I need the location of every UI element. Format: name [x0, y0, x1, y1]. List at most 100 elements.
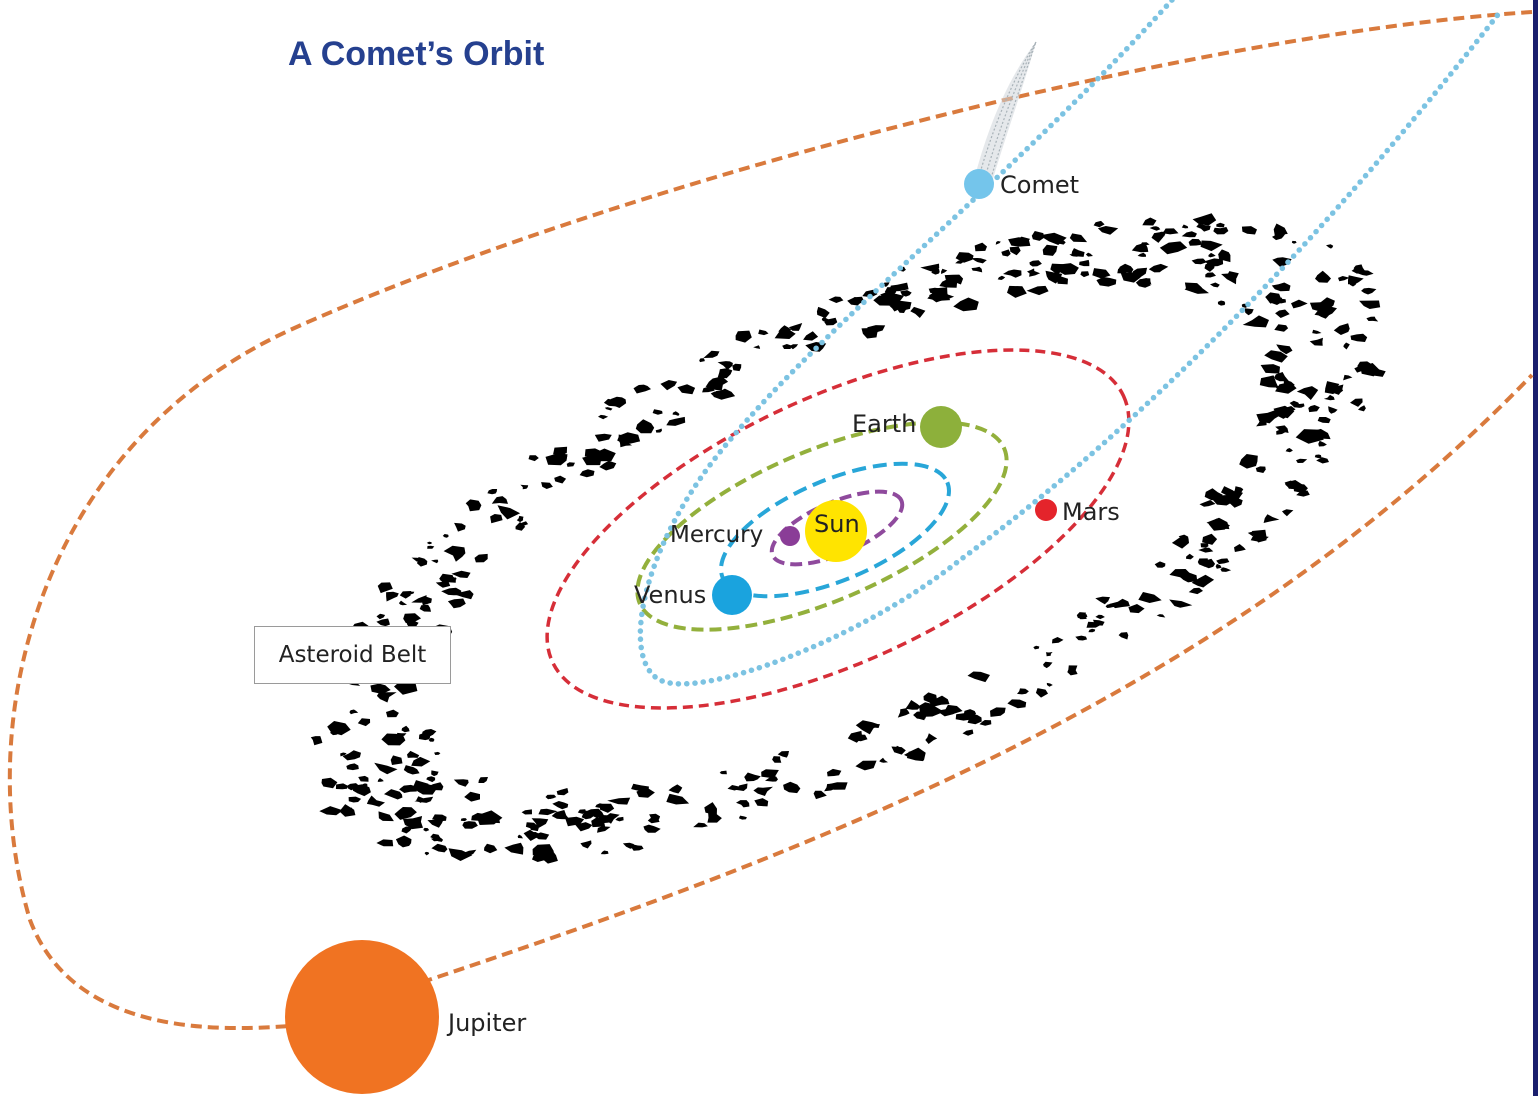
asteroid: [677, 384, 696, 395]
asteroid: [618, 434, 631, 446]
asteroid: [594, 448, 616, 462]
asteroid: [464, 791, 480, 802]
asteroid: [1326, 244, 1334, 249]
asteroid: [1359, 300, 1381, 309]
asteroid: [460, 818, 467, 822]
asteroid: [441, 587, 462, 596]
asteroid-belt: [310, 213, 1386, 864]
asteroid: [1092, 268, 1111, 279]
asteroid: [579, 469, 595, 478]
asteroid: [1284, 480, 1303, 492]
asteroid: [487, 489, 498, 495]
asteroid: [655, 428, 662, 433]
asteroid: [538, 850, 558, 864]
asteroid: [386, 591, 399, 602]
asteroid: [1202, 533, 1218, 545]
asteroid: [395, 835, 412, 848]
asteroid: [340, 752, 347, 757]
asteroid: [1208, 518, 1230, 531]
asteroid: [879, 757, 888, 763]
asteroid: [1216, 222, 1225, 228]
asteroid: [955, 252, 974, 263]
asteroid: [962, 729, 974, 736]
asteroid: [374, 762, 398, 775]
asteroid: [390, 755, 403, 765]
asteroid: [1264, 350, 1288, 363]
asteroid: [556, 788, 569, 796]
asteroid: [1276, 344, 1293, 355]
asteroid: [615, 816, 624, 822]
asteroid: [1296, 458, 1308, 463]
asteroid: [1001, 249, 1011, 257]
asteroid: [643, 824, 661, 833]
asteroid: [1052, 637, 1064, 644]
asteroid: [861, 327, 880, 339]
asteroid: [1035, 688, 1048, 698]
asteroid: [394, 807, 417, 820]
asteroid: [528, 455, 539, 462]
asteroid: [419, 604, 431, 612]
asteroid: [399, 591, 412, 599]
asteroid: [666, 416, 686, 426]
asteroid: [600, 850, 609, 855]
right-edge-border: [1533, 0, 1538, 1096]
asteroid: [342, 750, 361, 761]
asteroid: [376, 618, 390, 627]
asteroid: [824, 317, 838, 326]
asteroid: [1208, 252, 1216, 258]
asteroid: [758, 329, 769, 336]
asteroid: [1204, 488, 1223, 501]
asteroid: [789, 344, 799, 350]
asteroid: [827, 768, 842, 777]
asteroid: [357, 718, 371, 727]
asteroid: [1075, 635, 1088, 641]
asteroid: [1184, 282, 1202, 294]
asteroid: [1191, 258, 1207, 265]
asteroid: [416, 796, 425, 803]
asteroid: [1291, 299, 1308, 309]
asteroid: [411, 557, 421, 562]
asteroid: [910, 306, 926, 318]
asteroid: [447, 598, 466, 609]
asteroid: [518, 521, 529, 529]
asteroid: [704, 802, 717, 816]
asteroid: [1296, 386, 1319, 400]
asteroid: [847, 297, 863, 306]
asteroid: [431, 559, 439, 564]
asteroid: [782, 344, 792, 349]
asteroid: [428, 782, 444, 791]
asteroid: [788, 323, 803, 331]
asteroid: [1148, 263, 1169, 273]
asteroid: [1213, 227, 1229, 235]
asteroid: [435, 581, 451, 588]
asteroid: [538, 808, 558, 816]
asteroid: [551, 810, 570, 820]
asteroid: [1096, 277, 1117, 287]
asteroid: [1149, 226, 1161, 231]
asteroid: [1029, 260, 1042, 267]
asteroid: [1026, 285, 1049, 296]
asteroid: [1031, 231, 1045, 241]
asteroid: [1275, 425, 1289, 433]
asteroid: [693, 822, 708, 828]
asteroid: [974, 242, 987, 252]
asteroid: [1069, 233, 1088, 243]
asteroid: [1093, 220, 1105, 228]
asteroid: [423, 827, 430, 832]
asteroid: [1029, 271, 1041, 277]
asteroid: [1317, 417, 1331, 424]
asteroid: [672, 411, 680, 416]
sun-label: Sun: [814, 510, 860, 538]
asteroid: [1295, 429, 1324, 444]
asteroid: [566, 462, 575, 467]
asteroid: [370, 683, 391, 694]
asteroid: [649, 813, 661, 823]
asteroid: [1328, 406, 1338, 414]
asteroid: [855, 720, 880, 735]
asteroid: [453, 590, 474, 600]
asteroid: [1118, 632, 1129, 640]
asteroid: [1204, 261, 1215, 272]
asteroid: [1181, 231, 1197, 238]
asteroid: [1251, 529, 1267, 543]
asteroid: [532, 832, 550, 840]
